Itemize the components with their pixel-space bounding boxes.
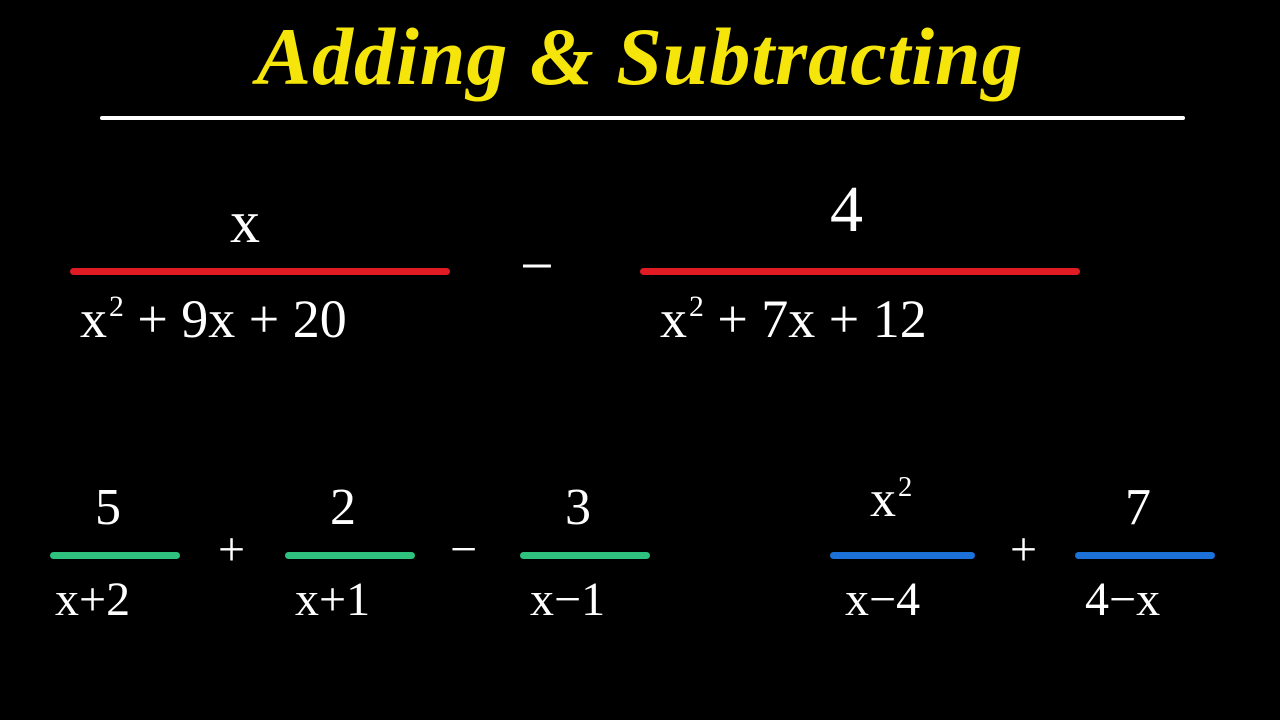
row1-frac2-numerator: 4 [830,172,863,248]
eq2-f2-den: 4−x [1085,572,1160,627]
eq2-f2-line [1075,552,1215,559]
title-text: Adding & Subtracting [256,11,1023,102]
eq1-f2-num: 2 [330,478,356,537]
eq1-f1-den: x+2 [55,572,130,627]
row1-frac2-denominator: x2 + 7x + 12 [660,288,927,350]
eq2-f1-num: x2 [870,470,912,529]
page-title: Adding & Subtracting [0,10,1280,104]
eq2-f1-line [830,552,975,559]
eq2-op1: + [1010,522,1037,577]
row1-frac1-numerator: x [230,188,260,257]
title-underline [100,116,1185,120]
row1-frac1-line [70,268,450,275]
eq1-op1: + [218,522,245,577]
eq2-f2-num: 7 [1125,478,1151,537]
eq1-f2-line [285,552,415,559]
eq1-op2: − [450,522,477,577]
eq1-f3-den: x−1 [530,572,605,627]
row1-frac2-line [640,268,1080,275]
eq1-f1-num: 5 [95,478,121,537]
row1-operator: − [520,232,554,301]
row1-frac1-denominator: x2 + 9x + 20 [80,288,347,350]
eq1-f1-line [50,552,180,559]
eq2-f1-den: x−4 [845,572,920,627]
eq1-f3-line [520,552,650,559]
eq1-f2-den: x+1 [295,572,370,627]
eq1-f3-num: 3 [565,478,591,537]
